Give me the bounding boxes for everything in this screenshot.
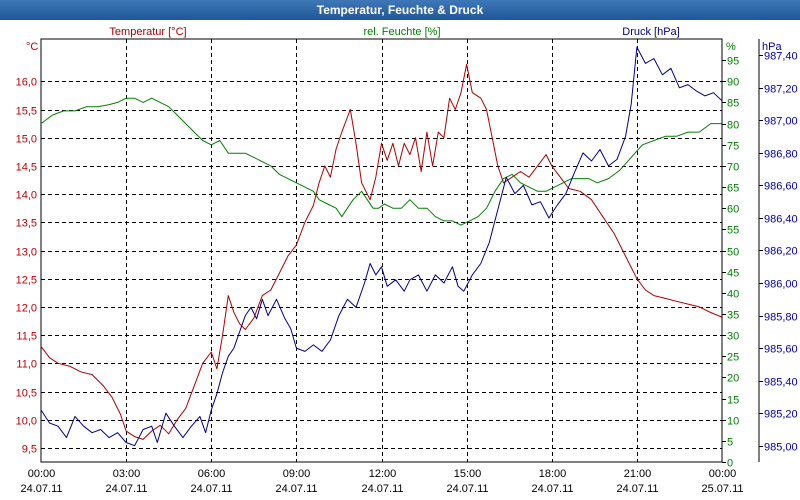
middle-tick-label: 10 — [727, 416, 739, 428]
left-tick-label: 14,0 — [16, 190, 37, 202]
temperature-line — [40, 63, 723, 440]
middle-tick-label: 90 — [727, 77, 739, 89]
pressure-line — [40, 46, 723, 447]
middle-tick-label: 55 — [727, 225, 739, 237]
left-tick-label: 10,5 — [16, 388, 37, 400]
x-date-label: 24.07.11 — [190, 483, 232, 495]
legend-temperature: Temperatur [°C] — [109, 26, 186, 38]
middle-tick-label: 60 — [727, 204, 739, 216]
middle-tick-label: 40 — [727, 289, 739, 301]
legend-humidity: rel. Feuchte [%] — [363, 26, 440, 38]
right-tick-label: 987,40 — [764, 51, 798, 63]
left-tick-label: 11,0 — [16, 359, 37, 371]
left-axis-unit: °C — [26, 41, 38, 53]
x-time-label: 15:00 — [454, 468, 482, 480]
x-axis: 00:00 24.07.11 03:00 24.07.11 06:00 24.07.11 0… — [20, 468, 743, 495]
right-tick-label: 986,80 — [764, 149, 798, 161]
middle-axis: 0 5 10 15 20 25 30 35 40 45 50 55 60 65 70 75 80 85 90 95 — [722, 56, 739, 470]
plot-frame — [40, 38, 723, 463]
left-tick-label: 11,5 — [16, 331, 37, 343]
x-date-label: 24.07.11 — [361, 483, 403, 495]
x-time-label: 21:00 — [624, 468, 652, 480]
window-title: Temperatur, Feuchte & Druck — [316, 3, 484, 17]
x-time-label: 18:00 — [539, 468, 567, 480]
right-tick-label: 985,40 — [764, 377, 798, 389]
chart-area: 9,5 10,0 10,5 11,0 11,5 12,0 12,5 13,0 13,5 14,0 1… — [16, 26, 798, 495]
legend-pressure: Druck [hPa] — [622, 26, 679, 38]
middle-tick-label: 75 — [727, 141, 739, 153]
left-tick-label: 15,0 — [16, 134, 37, 146]
x-date-label: 24.07.11 — [616, 483, 658, 495]
left-axis: 9,5 10,0 10,5 11,0 11,5 12,0 12,5 13,0 13,5 14,0 1… — [16, 77, 37, 456]
x-time-label: 09:00 — [283, 468, 311, 480]
middle-tick-label: 20 — [727, 373, 739, 385]
window-titlebar: Temperatur, Feuchte & Druck — [0, 0, 800, 20]
middle-tick-label: 35 — [727, 310, 739, 322]
left-tick-label: 13,0 — [16, 247, 37, 259]
x-time-label: 00:00 — [28, 468, 56, 480]
x-time-label: 12:00 — [369, 468, 397, 480]
x-date-label: 24.07.11 — [275, 483, 317, 495]
left-tick-label: 13,5 — [16, 218, 37, 230]
middle-tick-label: 50 — [727, 247, 739, 259]
middle-tick-label: 95 — [727, 56, 739, 68]
middle-tick-label: 70 — [727, 162, 739, 174]
middle-tick-label: 85 — [727, 98, 739, 110]
left-tick-label: 16,0 — [16, 77, 37, 89]
middle-tick-label: 0 — [727, 458, 733, 470]
x-date-label: 24.07.11 — [531, 483, 573, 495]
middle-tick-label: 45 — [727, 268, 739, 280]
left-tick-label: 12,5 — [16, 275, 37, 287]
right-tick-label: 986,60 — [764, 181, 798, 193]
right-tick-label: 986,20 — [764, 246, 798, 258]
left-tick-label: 9,5 — [22, 444, 37, 456]
middle-tick-label: 5 — [727, 437, 733, 449]
middle-tick-label: 30 — [727, 331, 739, 343]
middle-tick-label: 25 — [727, 352, 739, 364]
x-time-label: 06:00 — [198, 468, 226, 480]
middle-tick-label: 80 — [727, 120, 739, 132]
right-tick-label: 985,00 — [764, 442, 798, 454]
right-tick-label: 985,20 — [764, 409, 798, 421]
left-tick-label: 14,5 — [16, 162, 37, 174]
right-tick-label: 986,00 — [764, 279, 798, 291]
left-tick-label: 15,5 — [16, 106, 37, 118]
right-tick-label: 987,20 — [764, 84, 798, 96]
middle-tick-label: 65 — [727, 183, 739, 195]
x-date-label: 24.07.11 — [105, 483, 147, 495]
right-axis-unit: hPa — [762, 41, 782, 53]
right-axis: 985,00 985,20 985,40 985,60 985,80 986,00 986,… — [759, 51, 798, 454]
series-layer — [40, 46, 723, 447]
right-tick-label: 985,80 — [764, 312, 798, 324]
x-date-label: 24.07.11 — [446, 483, 488, 495]
right-tick-label: 987,00 — [764, 116, 798, 128]
grid-lines — [41, 39, 722, 462]
humidity-line — [40, 97, 722, 226]
left-tick-label: 10,0 — [16, 416, 37, 428]
middle-tick-label: 15 — [727, 395, 739, 407]
right-tick-label: 985,60 — [764, 344, 798, 356]
right-tick-label: 986,40 — [764, 214, 798, 226]
middle-axis-unit: % — [726, 41, 736, 53]
x-time-label: 03:00 — [113, 468, 141, 480]
x-date-label: 24.07.11 — [20, 483, 62, 495]
x-date-label: 25.07.11 — [701, 483, 743, 495]
x-time-label: 00:00 — [709, 468, 737, 480]
left-tick-label: 12,0 — [16, 303, 37, 315]
